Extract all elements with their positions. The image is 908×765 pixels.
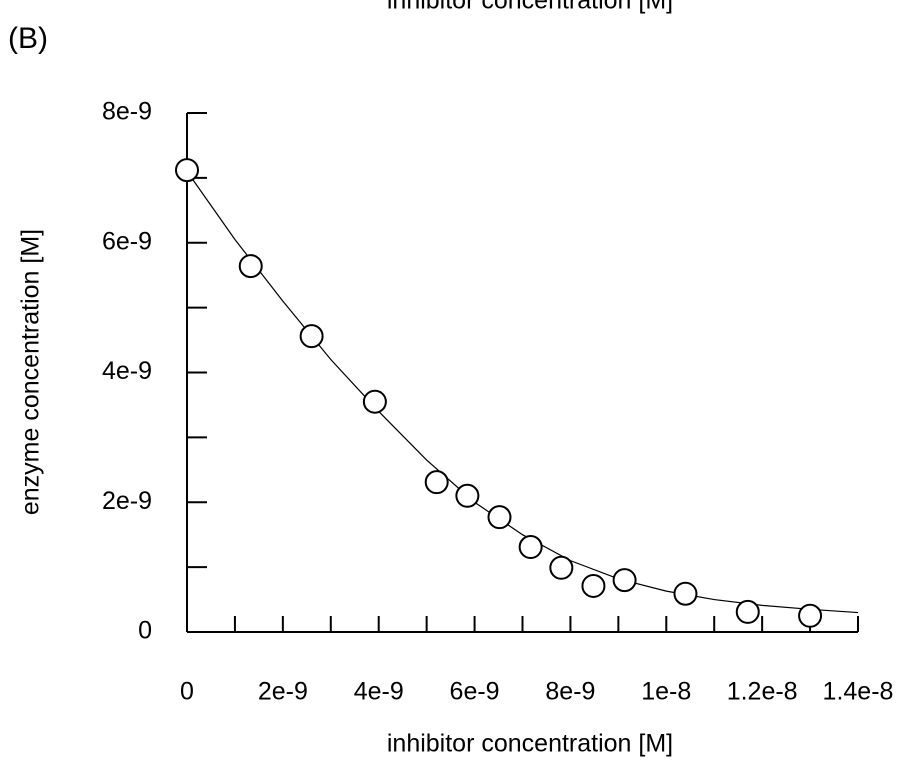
x-axis-label: inhibitor concentration [M]	[387, 730, 673, 758]
data-point	[612, 568, 637, 593]
x-tick-label: 6e-9	[450, 678, 500, 706]
y-axis-label: enzyme concentration [M]	[17, 229, 45, 515]
data-point	[299, 324, 324, 349]
cut-off-text: inhibitor concentration [M]	[387, 0, 673, 15]
y-tick-label: 0	[138, 617, 152, 645]
data-point	[735, 599, 760, 624]
data-point	[518, 535, 543, 560]
x-tick-label: 1e-8	[641, 678, 691, 706]
x-tick-label: 2e-9	[258, 678, 308, 706]
data-point	[175, 158, 199, 183]
x-tick-label: 0	[180, 678, 194, 706]
data-point	[549, 555, 574, 580]
data-point	[424, 470, 449, 495]
panel-label: (B)	[8, 22, 48, 55]
data-point	[581, 573, 606, 598]
data-point	[798, 603, 823, 628]
y-tick-label: 4e-9	[102, 357, 152, 385]
data-point	[487, 505, 512, 530]
y-tick-label: 2e-9	[102, 487, 152, 515]
x-tick-label: 1.2e-8	[727, 678, 798, 706]
data-point	[455, 483, 480, 508]
data-point	[362, 389, 387, 414]
data-point	[673, 581, 698, 606]
x-tick-label: 4e-9	[354, 678, 404, 706]
y-tick-label: 8e-9	[102, 98, 152, 126]
data-point	[238, 254, 263, 279]
x-tick-label: 1.4e-8	[823, 678, 894, 706]
x-tick-label: 8e-9	[545, 678, 595, 706]
y-tick-label: 6e-9	[102, 227, 152, 255]
